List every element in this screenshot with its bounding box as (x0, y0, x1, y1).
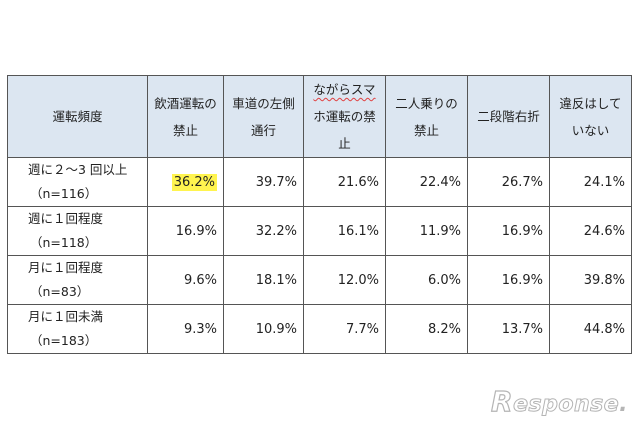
header-two-riders: 二人乗りの 禁止 (385, 75, 468, 158)
response-logo: Response. (490, 384, 628, 418)
table-cell: 39.7% (223, 157, 304, 207)
table-cell: 10.9% (223, 304, 304, 354)
row-label: 週に２〜3 回以上 （n=116） (7, 157, 148, 207)
table-row: 週に２〜3 回以上 （n=116） 36.2% 39.7% 21.6% 22.4%… (7, 157, 632, 207)
table-cell: 13.7% (467, 304, 550, 354)
table-cell: 32.2% (223, 206, 304, 256)
table-cell: 24.6% (549, 206, 632, 256)
table-cell: 44.8% (549, 304, 632, 354)
table-cell: 12.0% (303, 255, 386, 305)
row-label: 月に１回程度 （n=83） (7, 255, 148, 305)
table-cell: 9.6% (147, 255, 224, 305)
table-cell: 16.9% (147, 206, 224, 256)
table-cell: 22.4% (385, 157, 468, 207)
header-no-violation: 違反はして いない (549, 75, 632, 158)
table-cell: 16.9% (467, 206, 550, 256)
row-label: 週に１回程度 （n=118） (7, 206, 148, 256)
table-cell: 11.9% (385, 206, 468, 256)
header-keep-left: 車道の左側 通行 (223, 75, 304, 158)
table-cell: 18.1% (223, 255, 304, 305)
header-phone-use: ながらスマ ホ運転の禁止 (303, 75, 386, 158)
table-row: 月に１回程度 （n=83） 9.6% 18.1% 12.0% 6.0% 16.9%… (7, 255, 632, 305)
table-cell: 6.0% (385, 255, 468, 305)
table-cell: 16.1% (303, 206, 386, 256)
table-row: 月に１回未満 （n=183） 9.3% 10.9% 7.7% 8.2% 13.7%… (7, 304, 632, 354)
table-cell: 39.8% (549, 255, 632, 305)
table-cell: 9.3% (147, 304, 224, 354)
survey-table: 運転頻度 飲酒運転の 禁止 車道の左側 通行 ながらスマ ホ運転の禁止 二人乗りの 禁止… (7, 75, 632, 354)
highlighted-value: 36.2% (171, 173, 217, 191)
table-cell: 16.9% (467, 255, 550, 305)
table-row: 週に１回程度 （n=118） 16.9% 32.2% 16.1% 11.9% 16… (7, 206, 632, 256)
table-cell: 8.2% (385, 304, 468, 354)
header-two-stage-turn: 二段階右折 (467, 75, 550, 158)
table-cell: 36.2% (147, 157, 224, 207)
row-label: 月に１回未満 （n=183） (7, 304, 148, 354)
header-row: 運転頻度 飲酒運転の 禁止 車道の左側 通行 ながらスマ ホ運転の禁止 二人乗りの 禁止… (7, 75, 632, 158)
table-cell: 24.1% (549, 157, 632, 207)
header-drunk-driving: 飲酒運転の 禁止 (147, 75, 224, 158)
table-cell: 7.7% (303, 304, 386, 354)
table-cell: 21.6% (303, 157, 386, 207)
header-frequency: 運転頻度 (7, 75, 148, 158)
table-cell: 26.7% (467, 157, 550, 207)
